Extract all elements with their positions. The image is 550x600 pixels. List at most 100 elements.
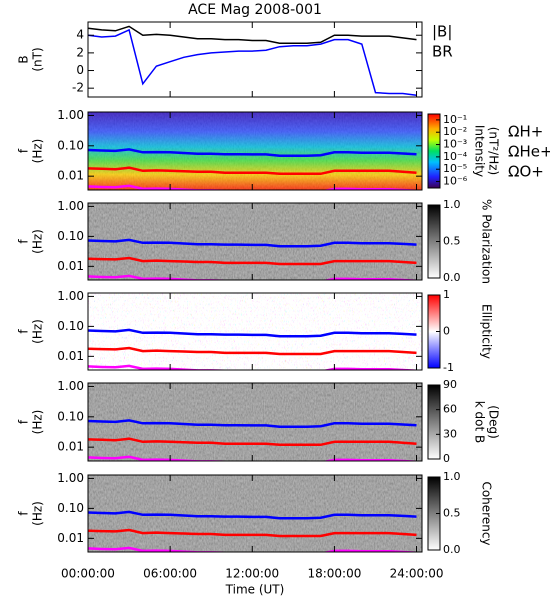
x-tick-label: 06:00:00: [143, 567, 197, 581]
legend-label: ΩO+: [508, 163, 544, 181]
y-tick-label: 1.00: [57, 108, 84, 122]
colorbar-tick-label: 10⁻³: [443, 138, 467, 151]
y-tick-label: 2: [76, 45, 84, 59]
plot-frame: [87, 21, 423, 98]
x-tick-label: 24:00:00: [390, 567, 444, 581]
series-line: [88, 510, 417, 520]
colorbar-tick-label: 0: [443, 452, 450, 465]
colorbar-tick-label: 30: [443, 427, 457, 440]
colorbar: [427, 113, 441, 189]
y-tick-label: 1.00: [57, 289, 84, 303]
series-line: [88, 455, 417, 461]
series-line: [88, 238, 417, 248]
y-axis-label: f: [17, 239, 31, 244]
plot-frame: [87, 292, 423, 371]
colorbar-tick-label: 60: [443, 403, 457, 416]
series-line: [88, 28, 417, 96]
series-line: [88, 274, 417, 280]
colorbar-tick-label: 10⁻¹: [443, 113, 467, 126]
y-axis-label: (nT): [31, 47, 45, 71]
y-axis-label: (Hz): [31, 410, 45, 435]
series-line: [88, 528, 417, 538]
spectrogram-texture: [88, 203, 422, 280]
legend-label: ΩHe+: [508, 143, 550, 161]
series-line: [88, 419, 417, 429]
x-tick-label: 18:00:00: [307, 567, 361, 581]
colorbar-label: (nT²/Hz): [487, 127, 501, 175]
plot-frame: [87, 111, 423, 191]
y-tick-label: 0.10: [57, 138, 84, 152]
y-tick-label: 0.01: [57, 531, 84, 545]
y-axis-label: f: [17, 148, 31, 153]
series-line: [88, 328, 417, 338]
chart-title: ACE Mag 2008-001: [188, 2, 322, 18]
spectrogram-texture: [88, 112, 422, 190]
series-line: [88, 25, 417, 44]
spectrogram-texture: [88, 293, 422, 370]
colorbar-tick-label: 0: [443, 325, 450, 338]
x-tick-label: 12:00:00: [225, 567, 279, 581]
colorbar-label: k dot B: [473, 401, 487, 443]
spectrogram-texture: [88, 383, 422, 461]
y-tick-label: 1.00: [57, 379, 84, 393]
series-line: [88, 166, 417, 176]
y-tick-label: 0.10: [57, 229, 84, 243]
y-tick-label: 0.01: [57, 349, 84, 363]
series-line: [88, 546, 417, 552]
colorbar-tick-label: 10⁻⁶: [443, 175, 468, 188]
colorbar-tick-label: 0.0: [443, 543, 461, 556]
colorbar-tick-label: 10⁻⁵: [443, 162, 467, 175]
colorbar-tick-label: 1: [443, 288, 450, 301]
colorbar-label: (Deg): [487, 405, 501, 439]
y-axis-label: f: [17, 329, 31, 334]
series-line: [88, 437, 417, 447]
series-line: [88, 346, 417, 356]
y-tick-label: -2: [72, 81, 84, 95]
colorbar-tick-label: 10⁻⁴: [443, 150, 468, 163]
x-tick-label: 00:00:00: [61, 567, 115, 581]
colorbar-tick-label: 90: [443, 378, 457, 391]
series-line: [88, 148, 417, 158]
colorbar-label: Intensity: [473, 125, 487, 177]
legend-label: BR: [432, 43, 453, 61]
plot-frame: [87, 382, 423, 462]
y-axis-label: f: [17, 419, 31, 424]
series-line: [88, 364, 417, 370]
colorbar-tick-label: 0.5: [443, 507, 461, 520]
x-axis-label: Time (UT): [225, 583, 285, 597]
colorbar-label: Coherency: [480, 481, 494, 545]
colorbar-tick-label: 10⁻²: [443, 125, 467, 138]
spectrogram-texture: [88, 475, 422, 552]
legend-label: ΩH+: [508, 123, 543, 141]
y-axis-label: (Hz): [31, 229, 45, 254]
y-tick-label: 0.10: [57, 501, 84, 515]
y-tick-label: 0.01: [57, 259, 84, 273]
y-axis-label: f: [17, 511, 31, 516]
y-axis-label: (Hz): [31, 319, 45, 344]
colorbar-label: % Polarization: [480, 199, 494, 284]
y-tick-label: 0.01: [57, 169, 84, 183]
y-tick-label: 0.01: [57, 440, 84, 454]
series-line: [88, 184, 417, 190]
plot-frame: [87, 474, 423, 553]
colorbar-tick-label: 0.5: [443, 235, 461, 248]
colorbar-tick-label: -1: [443, 361, 454, 374]
colorbar-label: Ellipticity: [480, 304, 494, 359]
y-axis-label: (Hz): [31, 139, 45, 164]
y-axis-label: B: [17, 55, 31, 63]
y-tick-label: 4: [76, 28, 84, 42]
colorbar-tick-label: 0.0: [443, 271, 461, 284]
legend-label: |B|: [432, 23, 452, 41]
y-tick-label: 0.10: [57, 409, 84, 423]
y-axis-label: (Hz): [31, 501, 45, 526]
colorbar-tick-label: 1.0: [443, 198, 461, 211]
y-tick-label: 1.00: [57, 471, 84, 485]
y-tick-label: 0.10: [57, 319, 84, 333]
plot-frame: [87, 202, 423, 281]
y-tick-label: 0: [76, 63, 84, 77]
series-line: [88, 256, 417, 266]
colorbar-tick-label: 1.0: [443, 470, 461, 483]
y-tick-label: 1.00: [57, 199, 84, 213]
colorbar: [427, 384, 441, 460]
